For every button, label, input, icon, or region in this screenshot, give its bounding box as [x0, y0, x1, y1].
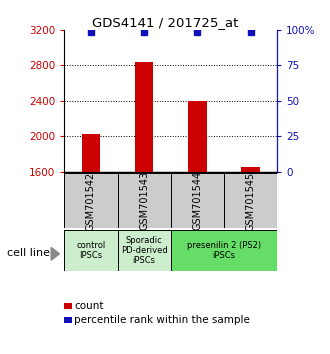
Bar	[224, 173, 277, 228]
Text: percentile rank within the sample: percentile rank within the sample	[74, 315, 250, 325]
Text: control
IPSCs: control IPSCs	[76, 241, 106, 260]
Text: Sporadic
PD-derived
iPSCs: Sporadic PD-derived iPSCs	[121, 235, 168, 266]
Bar	[241, 167, 260, 172]
Text: GDS4141 / 201725_at: GDS4141 / 201725_at	[92, 16, 238, 29]
Text: count: count	[74, 301, 104, 310]
Polygon shape	[51, 247, 59, 260]
Text: GSM701542: GSM701542	[86, 171, 96, 230]
Text: GSM701545: GSM701545	[246, 171, 256, 230]
Bar	[117, 230, 171, 271]
Bar	[82, 133, 100, 172]
Bar	[64, 230, 117, 271]
Bar	[135, 62, 153, 172]
Bar	[117, 173, 171, 228]
Bar	[188, 101, 207, 172]
Bar	[171, 173, 224, 228]
Text: GSM701543: GSM701543	[139, 171, 149, 230]
Bar	[64, 173, 117, 228]
Text: GSM701544: GSM701544	[192, 171, 202, 230]
Text: presenilin 2 (PS2)
iPSCs: presenilin 2 (PS2) iPSCs	[187, 241, 261, 260]
Bar	[171, 230, 277, 271]
Text: cell line: cell line	[7, 248, 50, 258]
